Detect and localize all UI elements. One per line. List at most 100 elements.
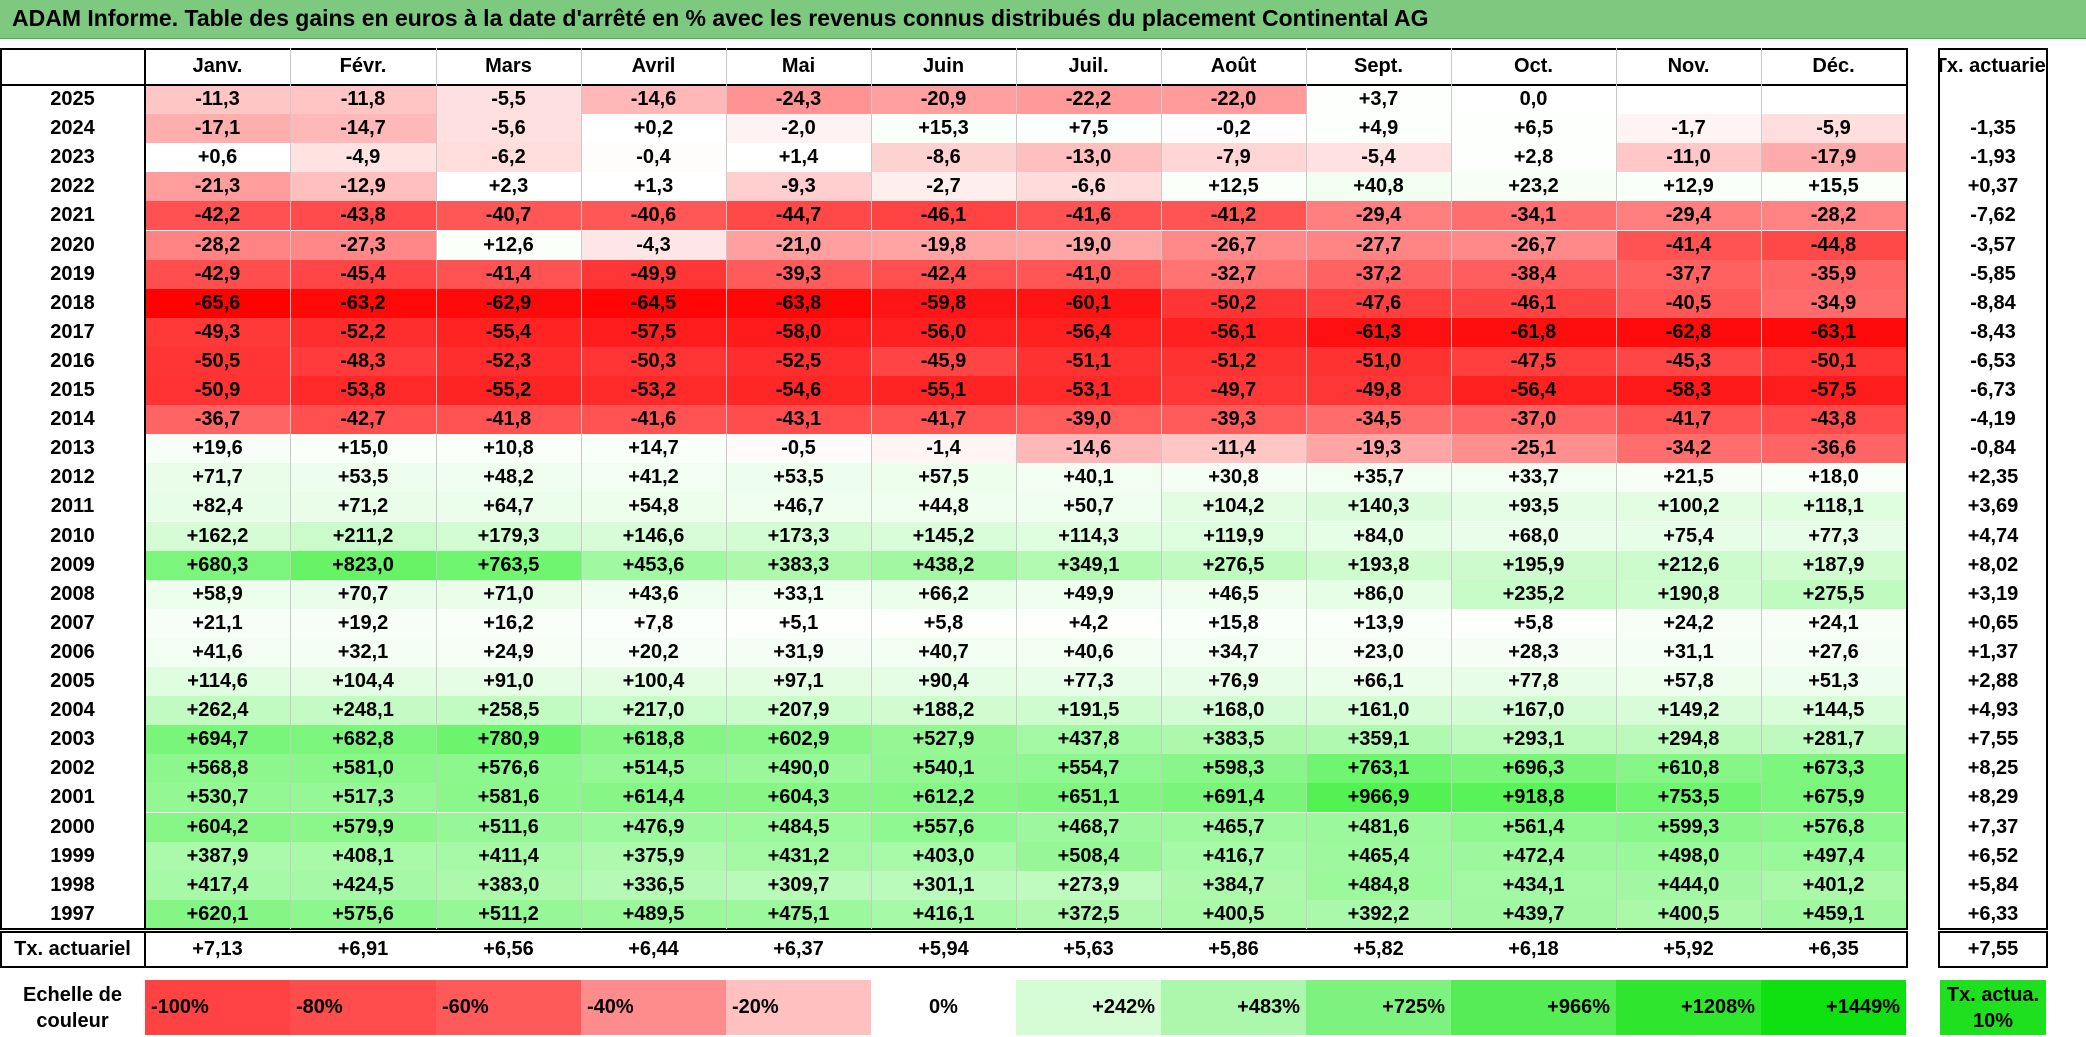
heatmap-cell: -4,9 bbox=[290, 143, 436, 173]
heatmap-cell: +86,0 bbox=[1306, 579, 1451, 609]
heatmap-cell: +275,5 bbox=[1761, 579, 1906, 609]
heatmap-cell: -52,5 bbox=[726, 346, 871, 376]
heatmap-cell: +190,8 bbox=[1616, 579, 1761, 609]
heatmap-cell: -50,9 bbox=[145, 376, 290, 406]
column-header: Janv. bbox=[192, 54, 243, 77]
heatmap-cell: +511,6 bbox=[436, 812, 581, 842]
heatmap-cell: -42,4 bbox=[871, 259, 1016, 289]
heatmap-cell: -11,8 bbox=[290, 85, 436, 115]
legend-annual-swatch: Tx. actua. 10% bbox=[1940, 980, 2046, 1035]
heatmap-cell: +167,0 bbox=[1451, 696, 1616, 726]
annual-rate-cell: +7,37 bbox=[1940, 812, 2046, 842]
heatmap-cell: -40,6 bbox=[581, 201, 726, 231]
column-separator bbox=[581, 48, 582, 929]
heatmap-cell: +77,8 bbox=[1451, 667, 1616, 697]
heatmap-cell: +293,1 bbox=[1451, 725, 1616, 755]
heatmap-cell: +76,9 bbox=[1161, 667, 1306, 697]
heatmap-cell: +514,5 bbox=[581, 754, 726, 784]
heatmap-cell: +32,1 bbox=[290, 637, 436, 667]
heatmap-cell: -47,6 bbox=[1306, 288, 1451, 318]
heatmap-cell: +517,3 bbox=[290, 783, 436, 813]
heatmap-cell: +417,4 bbox=[145, 870, 290, 900]
row-year-label: 2006 bbox=[50, 640, 95, 663]
summary-cell: +6,18 bbox=[1451, 930, 1616, 968]
heatmap-cell: +211,2 bbox=[290, 521, 436, 551]
heatmap-cell: +100,2 bbox=[1616, 492, 1761, 522]
heatmap-cell: +235,2 bbox=[1451, 579, 1616, 609]
heatmap-cell: +823,0 bbox=[290, 550, 436, 580]
annual-rate-cell: +8,25 bbox=[1940, 754, 2046, 784]
row-year-label: 2017 bbox=[50, 320, 95, 343]
heatmap-cell: -57,5 bbox=[581, 317, 726, 347]
column-separator bbox=[1161, 48, 1162, 929]
column-separator bbox=[871, 48, 872, 929]
heatmap-cell: -52,3 bbox=[436, 346, 581, 376]
legend-swatch: +725% bbox=[1306, 980, 1451, 1035]
heatmap-cell: -32,7 bbox=[1161, 259, 1306, 289]
heatmap-cell: +599,3 bbox=[1616, 812, 1761, 842]
heatmap-cell: -53,1 bbox=[1016, 376, 1161, 406]
heatmap-cell: +195,9 bbox=[1451, 550, 1616, 580]
heatmap-cell: +262,4 bbox=[145, 696, 290, 726]
heatmap-cell: +41,6 bbox=[145, 637, 290, 667]
heatmap-cell: -28,2 bbox=[145, 230, 290, 260]
heatmap-cell: +484,8 bbox=[1306, 870, 1451, 900]
heatmap-cell: -41,2 bbox=[1161, 201, 1306, 231]
heatmap-cell: -19,8 bbox=[871, 230, 1016, 260]
heatmap-cell: +104,4 bbox=[290, 667, 436, 697]
heatmap-cell: -19,3 bbox=[1306, 434, 1451, 464]
annual-rate-cell: +6,52 bbox=[1940, 841, 2046, 871]
heatmap-cell: -51,2 bbox=[1161, 346, 1306, 376]
heatmap-cell: -51,1 bbox=[1016, 346, 1161, 376]
heatmap-cell: +40,1 bbox=[1016, 463, 1161, 493]
heatmap-cell: +57,8 bbox=[1616, 667, 1761, 697]
column-header: Mars bbox=[485, 54, 532, 77]
heatmap-cell: +118,1 bbox=[1761, 492, 1906, 522]
heatmap-cell: -44,7 bbox=[726, 201, 871, 231]
heatmap-cell: +4,2 bbox=[1016, 608, 1161, 638]
row-year-label: 2007 bbox=[50, 611, 95, 634]
heatmap-cell: +90,4 bbox=[871, 667, 1016, 697]
heatmap-cell: +53,5 bbox=[290, 463, 436, 493]
heatmap-cell: +84,0 bbox=[1306, 521, 1451, 551]
heatmap-cell: +20,2 bbox=[581, 637, 726, 667]
heatmap-cell: -63,8 bbox=[726, 288, 871, 318]
heatmap-cell: -61,3 bbox=[1306, 317, 1451, 347]
heatmap-cell: +918,8 bbox=[1451, 783, 1616, 813]
heatmap-cell: +12,5 bbox=[1161, 172, 1306, 202]
heatmap-cell: +598,3 bbox=[1161, 754, 1306, 784]
heatmap-cell: +618,8 bbox=[581, 725, 726, 755]
heatmap-cell: -21,0 bbox=[726, 230, 871, 260]
row-year-label: 2009 bbox=[50, 553, 95, 576]
heatmap-cell: +682,8 bbox=[290, 725, 436, 755]
heatmap-cell: +43,6 bbox=[581, 579, 726, 609]
heatmap-cell: +694,7 bbox=[145, 725, 290, 755]
heatmap-cell: +1,4 bbox=[726, 143, 871, 173]
annual-rate-cell: +0,65 bbox=[1940, 608, 2046, 638]
heatmap-cell: -12,9 bbox=[290, 172, 436, 202]
heatmap-cell: +416,1 bbox=[871, 899, 1016, 929]
summary-cell: +6,56 bbox=[436, 930, 581, 968]
heatmap-cell: +19,2 bbox=[290, 608, 436, 638]
heatmap-cell: +387,9 bbox=[145, 841, 290, 871]
heatmap-cell: +383,3 bbox=[726, 550, 871, 580]
heatmap-cell: +372,5 bbox=[1016, 899, 1161, 929]
heatmap-cell: +359,1 bbox=[1306, 725, 1451, 755]
heatmap-cell: +191,5 bbox=[1016, 696, 1161, 726]
heatmap-cell: +33,1 bbox=[726, 579, 871, 609]
heatmap-cell: +34,7 bbox=[1161, 637, 1306, 667]
heatmap-cell: -1,4 bbox=[871, 434, 1016, 464]
heatmap-cell: -41,7 bbox=[871, 405, 1016, 435]
heatmap-cell: +31,9 bbox=[726, 637, 871, 667]
heatmap-cell: +0,2 bbox=[581, 114, 726, 144]
heatmap-cell: +696,3 bbox=[1451, 754, 1616, 784]
row-year-label: 2001 bbox=[50, 786, 95, 809]
heatmap-cell: -8,6 bbox=[871, 143, 1016, 173]
heatmap-cell: +57,5 bbox=[871, 463, 1016, 493]
heatmap-cell: -63,2 bbox=[290, 288, 436, 318]
heatmap-cell: -57,5 bbox=[1761, 376, 1906, 406]
heatmap-cell: +75,4 bbox=[1616, 521, 1761, 551]
heatmap-cell: -49,8 bbox=[1306, 376, 1451, 406]
heatmap-cell: +465,7 bbox=[1161, 812, 1306, 842]
annual-rate-cell: -6,73 bbox=[1940, 376, 2046, 406]
